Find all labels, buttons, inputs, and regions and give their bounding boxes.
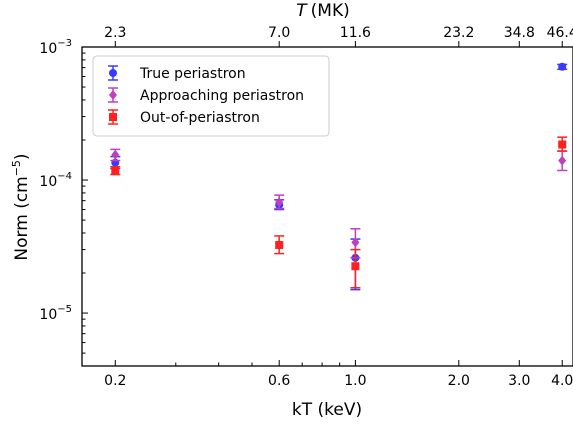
y-tick-exp: −3: [57, 38, 72, 49]
data-point: [557, 150, 568, 172]
y-tick-exp: −4: [57, 171, 72, 182]
legend-box: [92, 55, 330, 137]
marker-diamond: [275, 197, 284, 208]
data-point: [110, 165, 121, 176]
y-axis-title-close: ): [12, 153, 32, 160]
x-tick-label: 0.6: [268, 373, 290, 389]
y-tick-label: 10−4: [39, 171, 72, 190]
y-tick-base: 10: [39, 41, 57, 57]
x-tick-label: 0.2: [104, 373, 126, 389]
top-axis-symbol: T: [296, 1, 308, 21]
top-axis-title: T (MK): [296, 1, 349, 21]
legend-marker-circle: [109, 69, 117, 77]
x-tick-label: 2.0: [448, 373, 470, 389]
top-tick-label: 23.2: [443, 25, 474, 41]
x-tick-label: 3.0: [508, 373, 530, 389]
y-tick-base: 10: [39, 307, 57, 323]
marker-circle: [558, 62, 567, 71]
x-tick-label: 1.0: [344, 373, 366, 389]
plot-frame: [81, 46, 573, 367]
y-axis-title: Norm (cm−5): [10, 153, 32, 260]
legend-marker-square: [109, 113, 117, 121]
data-layer: [110, 62, 568, 291]
marker-square: [111, 166, 120, 175]
data-point: [350, 248, 361, 289]
y-tick-label: 10−5: [39, 304, 72, 323]
legend-label: Out-of-periastron: [140, 110, 260, 126]
marker-square: [351, 262, 360, 271]
x-axis-title: kT (keV): [292, 400, 362, 420]
y-tick-exp: −5: [57, 304, 72, 315]
data-point: [557, 136, 568, 152]
y-axis-title-main: Norm (cm: [12, 176, 32, 260]
legend-entry: Approaching periastron: [108, 87, 304, 104]
top-tick-label: 46.4: [547, 25, 573, 41]
legend-label: Approaching periastron: [140, 88, 304, 104]
top-axis-unit: (MK): [311, 1, 350, 21]
data-point: [274, 194, 285, 210]
tick-layer: 0.2 0.6 1.0 2.0 3.0 4.0 2.3 7.0 11.6 23.2 34.8 46.4…: [39, 25, 573, 389]
legend: True periastron Approaching periastron Out…: [92, 55, 330, 137]
top-tick-label: 11.6: [340, 25, 371, 41]
legend-entry: True periastron: [108, 65, 246, 82]
legend-label: True periastron: [139, 66, 246, 82]
y-axis-title-exp: −5: [10, 160, 23, 176]
data-point: [110, 148, 121, 162]
marker-square: [558, 140, 567, 149]
marker-diamond: [111, 149, 120, 160]
x-tick-label: 4.0: [551, 373, 573, 389]
data-point: [274, 235, 285, 255]
marker-diamond: [351, 237, 360, 248]
legend-entry: Out-of-periastron: [108, 109, 260, 126]
top-tick-label: 2.3: [104, 25, 126, 41]
y-tick-label: 10−3: [39, 38, 72, 57]
legend-marker-diamond: [109, 90, 117, 100]
marker-diamond: [558, 155, 567, 166]
y-tick-base: 10: [39, 174, 57, 190]
top-tick-label: 34.8: [504, 25, 535, 41]
marker-square: [275, 240, 284, 249]
data-point: [557, 62, 568, 71]
top-tick-label: 7.0: [268, 25, 290, 41]
